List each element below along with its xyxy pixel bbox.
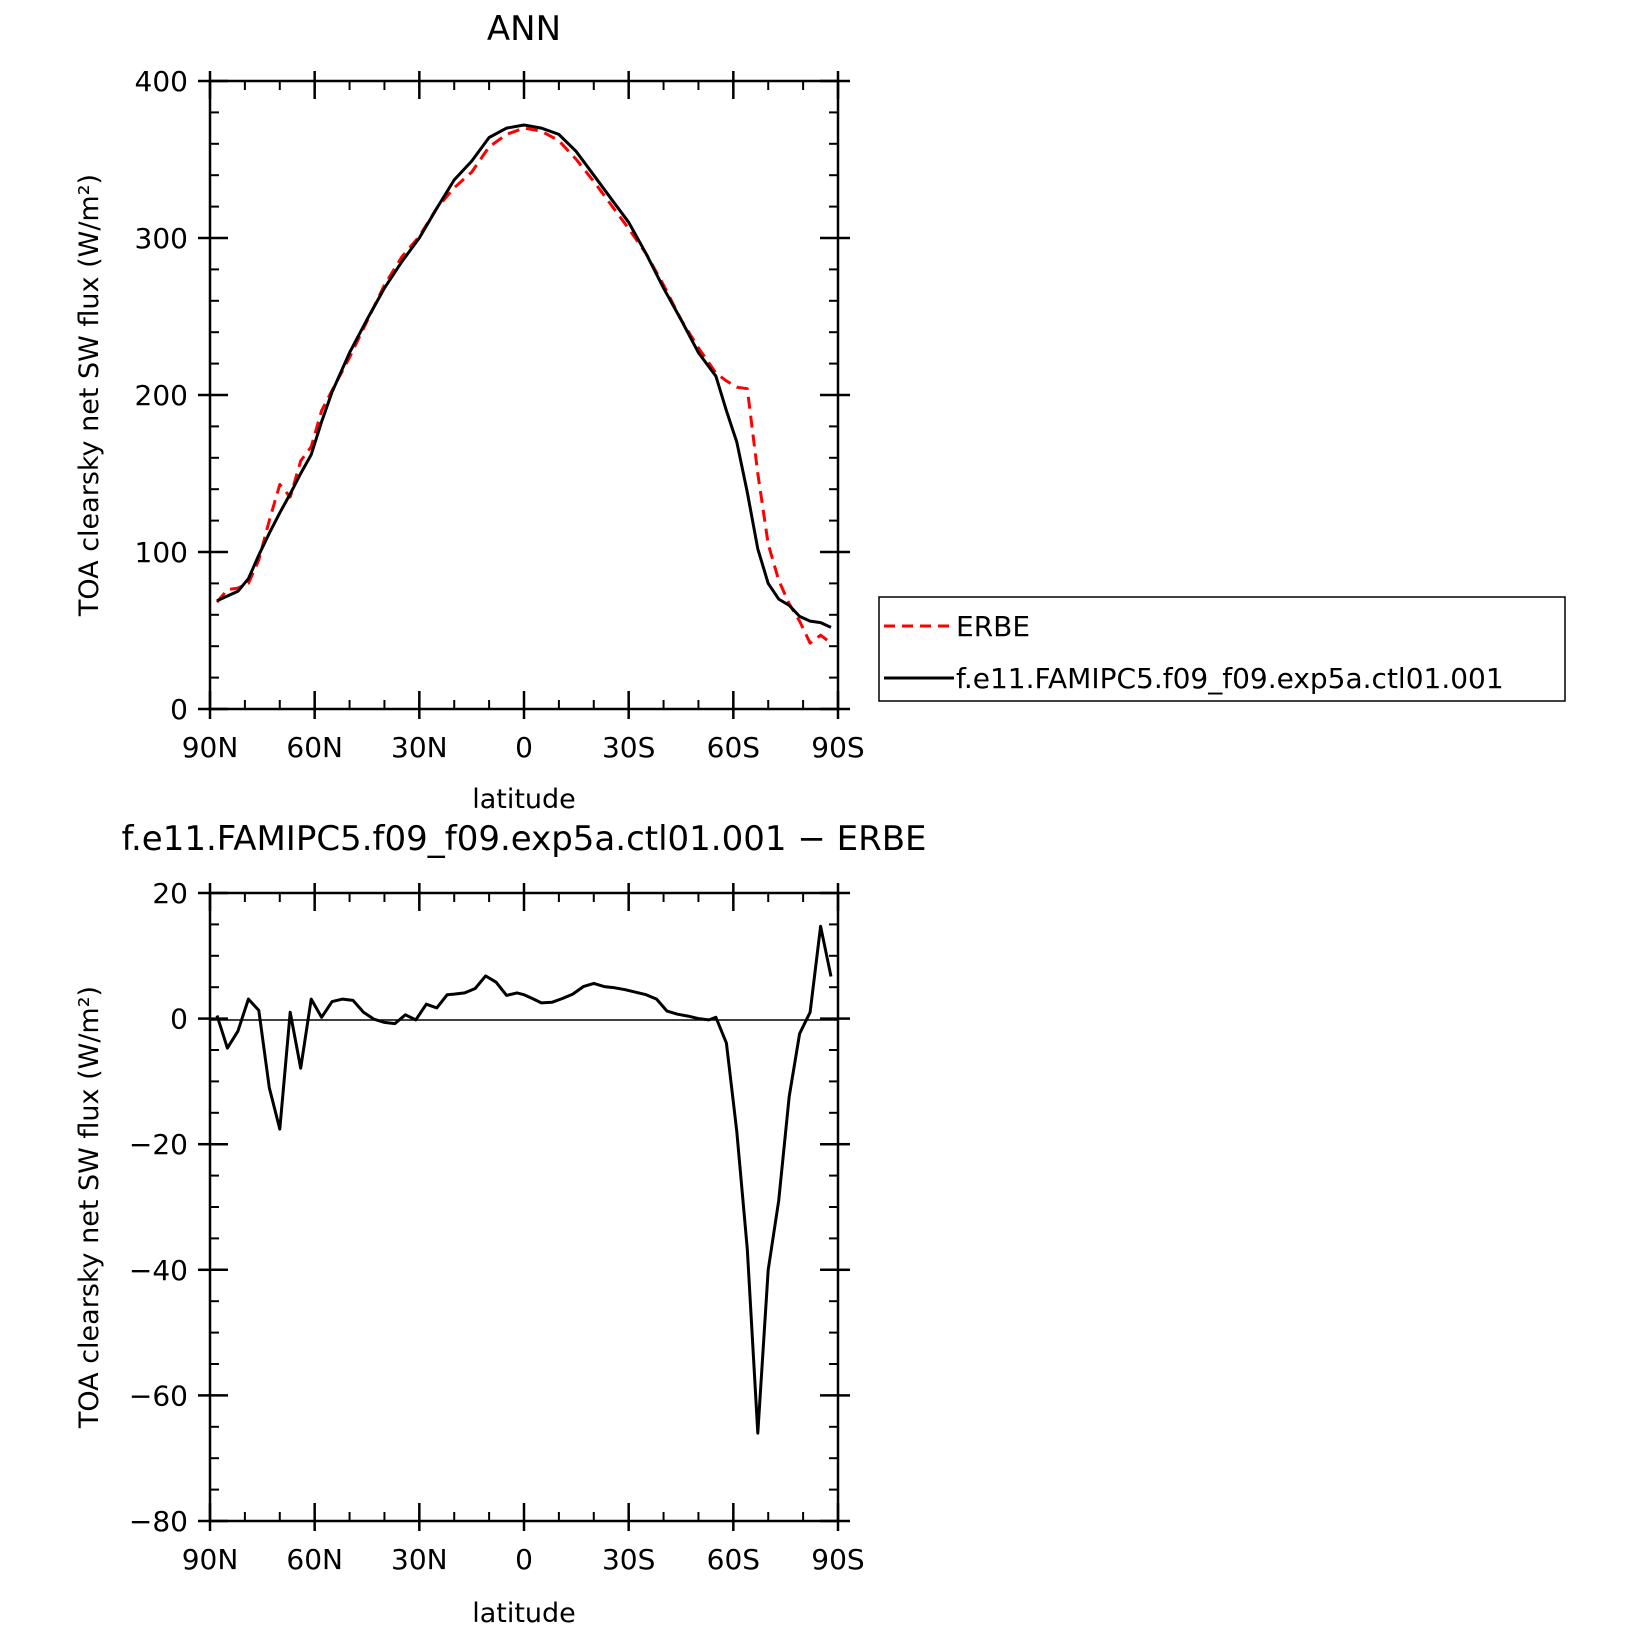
legend-item-model: f.e11.FAMIPC5.f09_f09.exp5a.ctl01.001 bbox=[884, 662, 1504, 695]
legend-label-model: f.e11.FAMIPC5.f09_f09.exp5a.ctl01.001 bbox=[956, 662, 1504, 695]
bot-y-tick-label: −40 bbox=[129, 1254, 188, 1287]
top-x-tick-label: 90S bbox=[811, 731, 864, 764]
top-x-tick-label: 0 bbox=[515, 731, 533, 764]
top-plot-frame bbox=[208, 79, 840, 711]
bot-y-tick-label: 20 bbox=[152, 877, 188, 910]
bot-x-tick-label: 90N bbox=[182, 1543, 239, 1576]
bot-x-tick-label: 60N bbox=[286, 1543, 343, 1576]
bot-y-tick-label: −60 bbox=[129, 1379, 188, 1412]
top-x-tick-label: 60N bbox=[286, 731, 343, 764]
bot-x-tick-label: 60S bbox=[707, 1543, 760, 1576]
top-x-tick-label: 30S bbox=[602, 731, 655, 764]
top-y-axis-ticks: 0 100 200 300 400 bbox=[135, 65, 850, 726]
bottom-x-axis-ticks: 90N 60N 30N 0 30S 60S 90S bbox=[182, 883, 865, 1576]
top-y-tick-label: 0 bbox=[170, 693, 188, 726]
bot-x-tick-label: 90S bbox=[811, 1543, 864, 1576]
legend-item-erbe: ERBE bbox=[884, 610, 1030, 643]
legend-box bbox=[878, 596, 1566, 702]
legend: ERBE f.e11.FAMIPC5.f09_f09.exp5a.ctl01.0… bbox=[878, 596, 1566, 702]
bot-series-line-0 bbox=[215, 924, 833, 1435]
bottom-y-axis-label: TOA clearsky net SW flux (W/m²) bbox=[74, 986, 105, 1429]
bottom-series-group bbox=[215, 924, 833, 1435]
top-x-axis-label: latitude bbox=[472, 784, 576, 815]
top-y-tick-label: 200 bbox=[135, 379, 188, 412]
bottom-chart-title: f.e11.FAMIPC5.f09_f09.exp5a.ctl01.001 − … bbox=[121, 819, 926, 859]
top-series-group bbox=[215, 123, 832, 645]
top-y-axis-label: TOA clearsky net SW flux (W/m²) bbox=[74, 174, 105, 617]
bottom-panel: f.e11.FAMIPC5.f09_f09.exp5a.ctl01.001 − … bbox=[74, 819, 927, 1629]
top-x-tick-label: 60S bbox=[707, 731, 760, 764]
bot-x-tick-label: 30S bbox=[602, 1543, 655, 1576]
top-panel: ANN 90N 60N 30N 0 30S 60S 90S 0 100 200 300 400 la… bbox=[74, 9, 865, 815]
top-x-tick-label: 90N bbox=[182, 731, 239, 764]
top-x-tick-label: 30N bbox=[391, 731, 448, 764]
top-minor-ticks bbox=[209, 80, 839, 710]
bot-x-tick-label: 30N bbox=[391, 1543, 448, 1576]
top-y-tick-label: 100 bbox=[135, 536, 188, 569]
bottom-x-axis-label: latitude bbox=[472, 1598, 576, 1629]
bot-y-tick-label: −80 bbox=[129, 1505, 188, 1538]
legend-label-erbe: ERBE bbox=[956, 610, 1030, 643]
bot-x-tick-label: 0 bbox=[515, 1543, 533, 1576]
bot-y-tick-label: 0 bbox=[170, 1003, 188, 1036]
top-y-tick-label: 400 bbox=[135, 65, 188, 98]
top-series-line-0 bbox=[215, 126, 832, 645]
top-chart-title: ANN bbox=[487, 9, 561, 49]
top-series-line-1 bbox=[216, 123, 832, 629]
bot-y-tick-label: −20 bbox=[129, 1128, 188, 1161]
top-y-tick-label: 300 bbox=[135, 222, 188, 255]
bottom-y-axis-ticks: −80 −60 −40 −20 0 20 bbox=[129, 877, 850, 1538]
top-x-axis-ticks: 90N 60N 30N 0 30S 60S 90S bbox=[182, 71, 865, 764]
